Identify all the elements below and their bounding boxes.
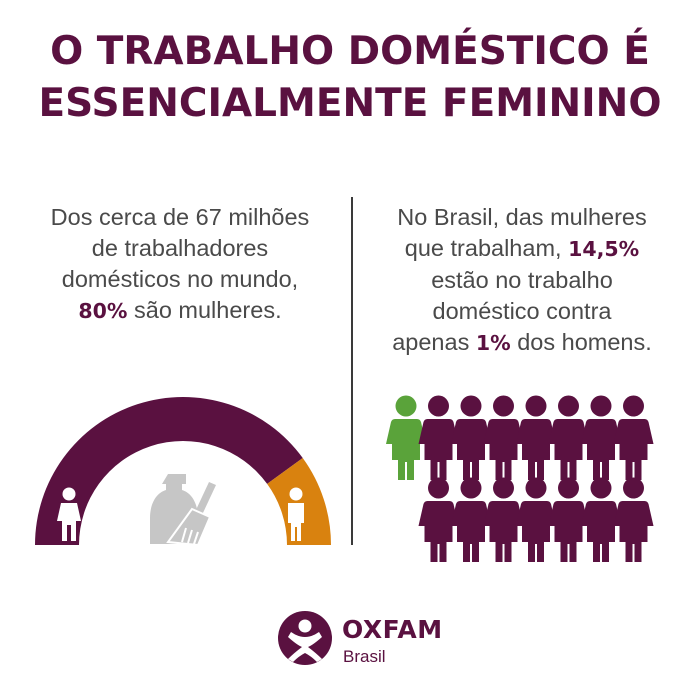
brazil-statistic-text: No Brasil, das mulheres que trabalham, 1…	[372, 202, 672, 359]
cleaning-tools-icon	[150, 474, 216, 547]
oxfam-brand-subtitle: Brasil	[343, 647, 386, 666]
world-text-line-4: 80% são mulheres.	[25, 295, 335, 327]
brazil-text-line-1: No Brasil, das mulheres	[397, 204, 647, 230]
world-text-line-3: domésticos no mundo,	[61, 266, 299, 292]
world-statistic-text: Dos cerca de 67 milhões de trabalhadores…	[25, 202, 335, 327]
people-row-1	[386, 395, 654, 480]
women-percent-highlight: 80%	[78, 299, 128, 323]
man-icon	[288, 487, 304, 541]
brazil-text-line-5-post: dos homens.	[510, 329, 652, 355]
brazil-text-line-4: doméstico contra	[432, 298, 612, 324]
vertical-divider	[351, 197, 353, 545]
oxfam-brand-name: OXFAM	[342, 615, 443, 644]
brazil-text-line-5-pre: apenas	[392, 329, 476, 355]
women-domestic-percent-highlight: 14,5%	[568, 237, 640, 261]
woman-figure-icon	[613, 395, 654, 480]
men-domestic-percent-highlight: 1%	[475, 331, 511, 355]
women-share-arc	[35, 396, 303, 545]
brush-icon	[166, 482, 216, 547]
world-text-line-1: Dos cerca de 67 milhões	[50, 204, 310, 230]
men-share-arc	[267, 458, 331, 545]
brazil-text-line-2: que trabalham, 14,5%	[372, 233, 672, 265]
brazil-text-line-3: estão no trabalho	[431, 267, 613, 293]
people-row-2	[418, 477, 654, 562]
world-text-line-4-rest: são mulheres.	[127, 297, 282, 323]
brazil-text-line-5: apenas 1% dos homens.	[372, 327, 672, 359]
woman-figure-icon	[613, 477, 654, 562]
world-text-line-2: de trabalhadores	[91, 235, 269, 261]
headline-line-1: O TRABALHO DOMÉSTICO É	[50, 29, 650, 74]
brazil-text-line-2-pre: que trabalham,	[404, 235, 569, 261]
woman-icon	[57, 487, 81, 541]
headline-line-2: ESSENCIALMENTE FEMININO	[38, 81, 662, 126]
oxfam-logo-icon	[278, 611, 332, 665]
